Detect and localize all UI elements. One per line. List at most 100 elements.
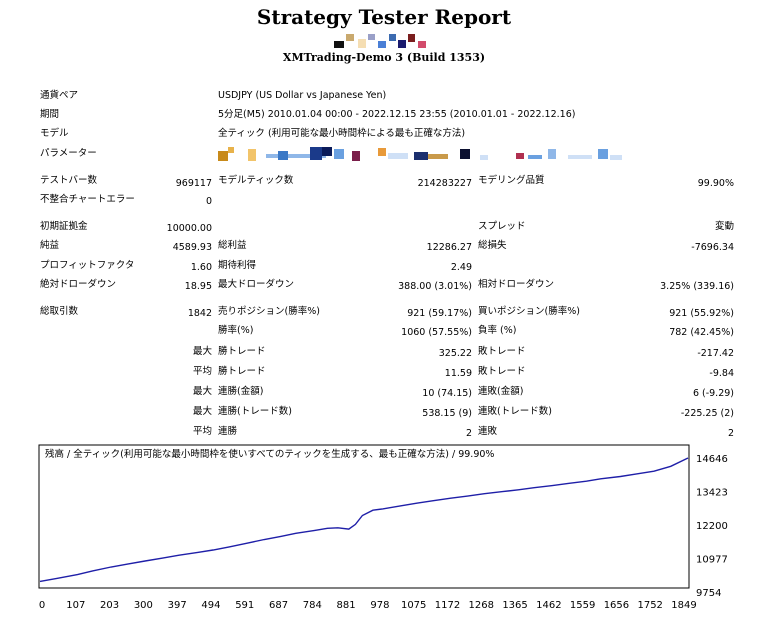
consecutive-wins-money-label: 連勝(金額) — [218, 386, 264, 397]
bars-value: 969117 — [175, 178, 212, 189]
x-tick-label: 1462 — [536, 600, 561, 611]
x-tick-label: 1559 — [570, 600, 595, 611]
chart-title: 残高 / 全ティック(利用可能な最小時間枠を使いすべてのティックを生成する、最も… — [45, 448, 494, 460]
bars-label: テストバー数 — [40, 175, 98, 186]
y-tick-label: 14646 — [696, 454, 728, 465]
gross-loss-label: 総損失 — [478, 240, 507, 251]
average-loss-value: -9.84 — [709, 368, 734, 379]
x-tick-label: 1656 — [604, 600, 629, 611]
gross-profit-label: 総利益 — [218, 240, 247, 251]
largest-loss-value: -217.42 — [697, 348, 734, 359]
deposit-label: 初期証拠金 — [40, 221, 88, 232]
total-trades-label: 総取引数 — [40, 306, 79, 317]
relative-drawdown-value: 3.25% (339.16) — [660, 281, 734, 292]
avg-consecutive-label: 平均 — [192, 426, 212, 437]
x-tick-label: 494 — [201, 600, 220, 611]
consecutive-wins-trades-label: 連勝(トレード数) — [218, 406, 292, 417]
total-trades-value: 1842 — [187, 308, 212, 319]
average-loss-label: 敗トレード — [478, 366, 526, 377]
short-positions-label: 売りポジション(勝率%) — [218, 306, 320, 317]
x-tick-label: 978 — [370, 600, 389, 611]
y-axis-ticks: 14646 13423 12200 10977 9754 — [696, 454, 728, 599]
x-tick-label: 784 — [303, 600, 322, 611]
balance-chart-svg: 残高 / 全ティック(利用可能な最小時間枠を使いすべてのティックを生成する、最も… — [38, 444, 728, 611]
net-profit-label: 純益 — [40, 240, 60, 251]
short-positions-value: 921 (59.17%) — [407, 308, 472, 319]
x-tick-label: 1172 — [435, 600, 460, 611]
profit-trades-value: 1060 (57.55%) — [401, 327, 472, 338]
avg-consecutive-wins-label: 連勝 — [218, 426, 238, 437]
redacted-parameters-image — [218, 147, 622, 161]
ticks-label: モデルティック数 — [218, 175, 294, 186]
average-label: 平均 — [192, 366, 212, 377]
expected-payoff-label: 期待利得 — [218, 260, 257, 271]
quality-label: モデリング品質 — [478, 175, 545, 186]
spread-label: スプレッド — [478, 221, 526, 232]
absolute-drawdown-value: 18.95 — [184, 281, 212, 292]
largest-loss-label: 敗トレード — [478, 346, 526, 357]
profit-factor-label: プロフィットファクタ — [40, 260, 135, 271]
x-tick-label: 107 — [66, 600, 85, 611]
maximum-label: 最大 — [192, 386, 212, 397]
model-value: 全ティック (利用可能な最小時間枠による最も正確な方法) — [218, 128, 466, 139]
x-tick-label: 1075 — [401, 600, 426, 611]
model-label: モデル — [40, 128, 69, 139]
chart-frame — [38, 444, 690, 589]
broker-logo-image — [334, 34, 426, 48]
consecutive-losses-trades-label: 連敗(トレード数) — [478, 406, 552, 417]
avg-consecutive-losses-value: 2 — [727, 428, 734, 439]
parameters-value-redacted — [218, 145, 628, 165]
balance-chart: 残高 / 全ティック(利用可能な最小時間枠を使いすべてのティックを生成する、最も… — [38, 444, 768, 614]
parameters-label: パラメーター — [40, 148, 97, 159]
maximal-label: 最大 — [192, 406, 212, 417]
absolute-drawdown-label: 絶対ドローダウン — [40, 279, 117, 290]
x-tick-label: 1365 — [502, 600, 527, 611]
spread-value: 変動 — [714, 221, 734, 232]
x-tick-label: 203 — [100, 600, 119, 611]
x-tick-label: 397 — [168, 600, 187, 611]
consecutive-wins-trades-value: 538.15 (9) — [422, 408, 472, 419]
profit-trades-label: 勝率(%) — [218, 325, 254, 336]
avg-consecutive-wins-value: 2 — [465, 428, 472, 439]
profit-factor-value: 1.60 — [190, 262, 212, 273]
net-profit-value: 4589.93 — [172, 242, 212, 253]
x-tick-label: 1849 — [671, 600, 696, 611]
y-tick-label: 10977 — [696, 555, 728, 566]
consecutive-losses-money-label: 連敗(金額) — [478, 386, 524, 397]
deposit-value: 10000.00 — [166, 223, 212, 234]
average-profit-label: 勝トレード — [218, 366, 266, 377]
x-tick-label: 1752 — [637, 600, 662, 611]
period-label: 期間 — [40, 109, 60, 120]
x-tick-label: 300 — [134, 600, 153, 611]
x-axis-ticks: 0 107 203 300 397 494 591 687 784 881 978 1075 1172 1… — [39, 600, 697, 611]
mismatch-value: 0 — [205, 196, 212, 207]
ticks-value: 214283227 — [417, 178, 472, 189]
quality-value: 99.90% — [697, 178, 734, 189]
mismatch-label: 不整合チャートエラー — [40, 194, 135, 205]
x-tick-label: 0 — [39, 600, 45, 611]
gross-profit-value: 12286.27 — [426, 242, 472, 253]
broker-logo — [0, 33, 768, 52]
x-tick-label: 881 — [337, 600, 356, 611]
largest-profit-label: 勝トレード — [218, 346, 266, 357]
x-tick-label: 687 — [269, 600, 288, 611]
period-value: 5分足(M5) 2010.01.04 00:00 - 2022.12.15 23… — [218, 109, 576, 120]
max-drawdown-value: 388.00 (3.01%) — [398, 281, 472, 292]
largest-label: 最大 — [192, 346, 212, 357]
gross-loss-value: -7696.34 — [691, 242, 734, 253]
relative-drawdown-label: 相対ドローダウン — [478, 279, 555, 290]
consecutive-wins-money-value: 10 (74.15) — [422, 388, 472, 399]
loss-trades-value: 782 (42.45%) — [669, 327, 734, 338]
report-subtitle: XMTrading-Demo 3 (Build 1353) — [282, 51, 486, 64]
y-tick-label: 13423 — [696, 488, 728, 499]
long-positions-label: 買いポジション(勝率%) — [478, 306, 580, 317]
symbol-value: USDJPY (US Dollar vs Japanese Yen) — [218, 90, 387, 101]
balance-series-line — [39, 457, 689, 583]
x-tick-label: 1268 — [469, 600, 494, 611]
y-tick-label: 9754 — [696, 588, 721, 599]
x-tick-label: 591 — [235, 600, 254, 611]
average-profit-value: 11.59 — [444, 368, 472, 379]
expected-payoff-value: 2.49 — [450, 262, 472, 273]
report-title: Strategy Tester Report — [256, 5, 512, 29]
y-tick-label: 12200 — [696, 521, 728, 532]
